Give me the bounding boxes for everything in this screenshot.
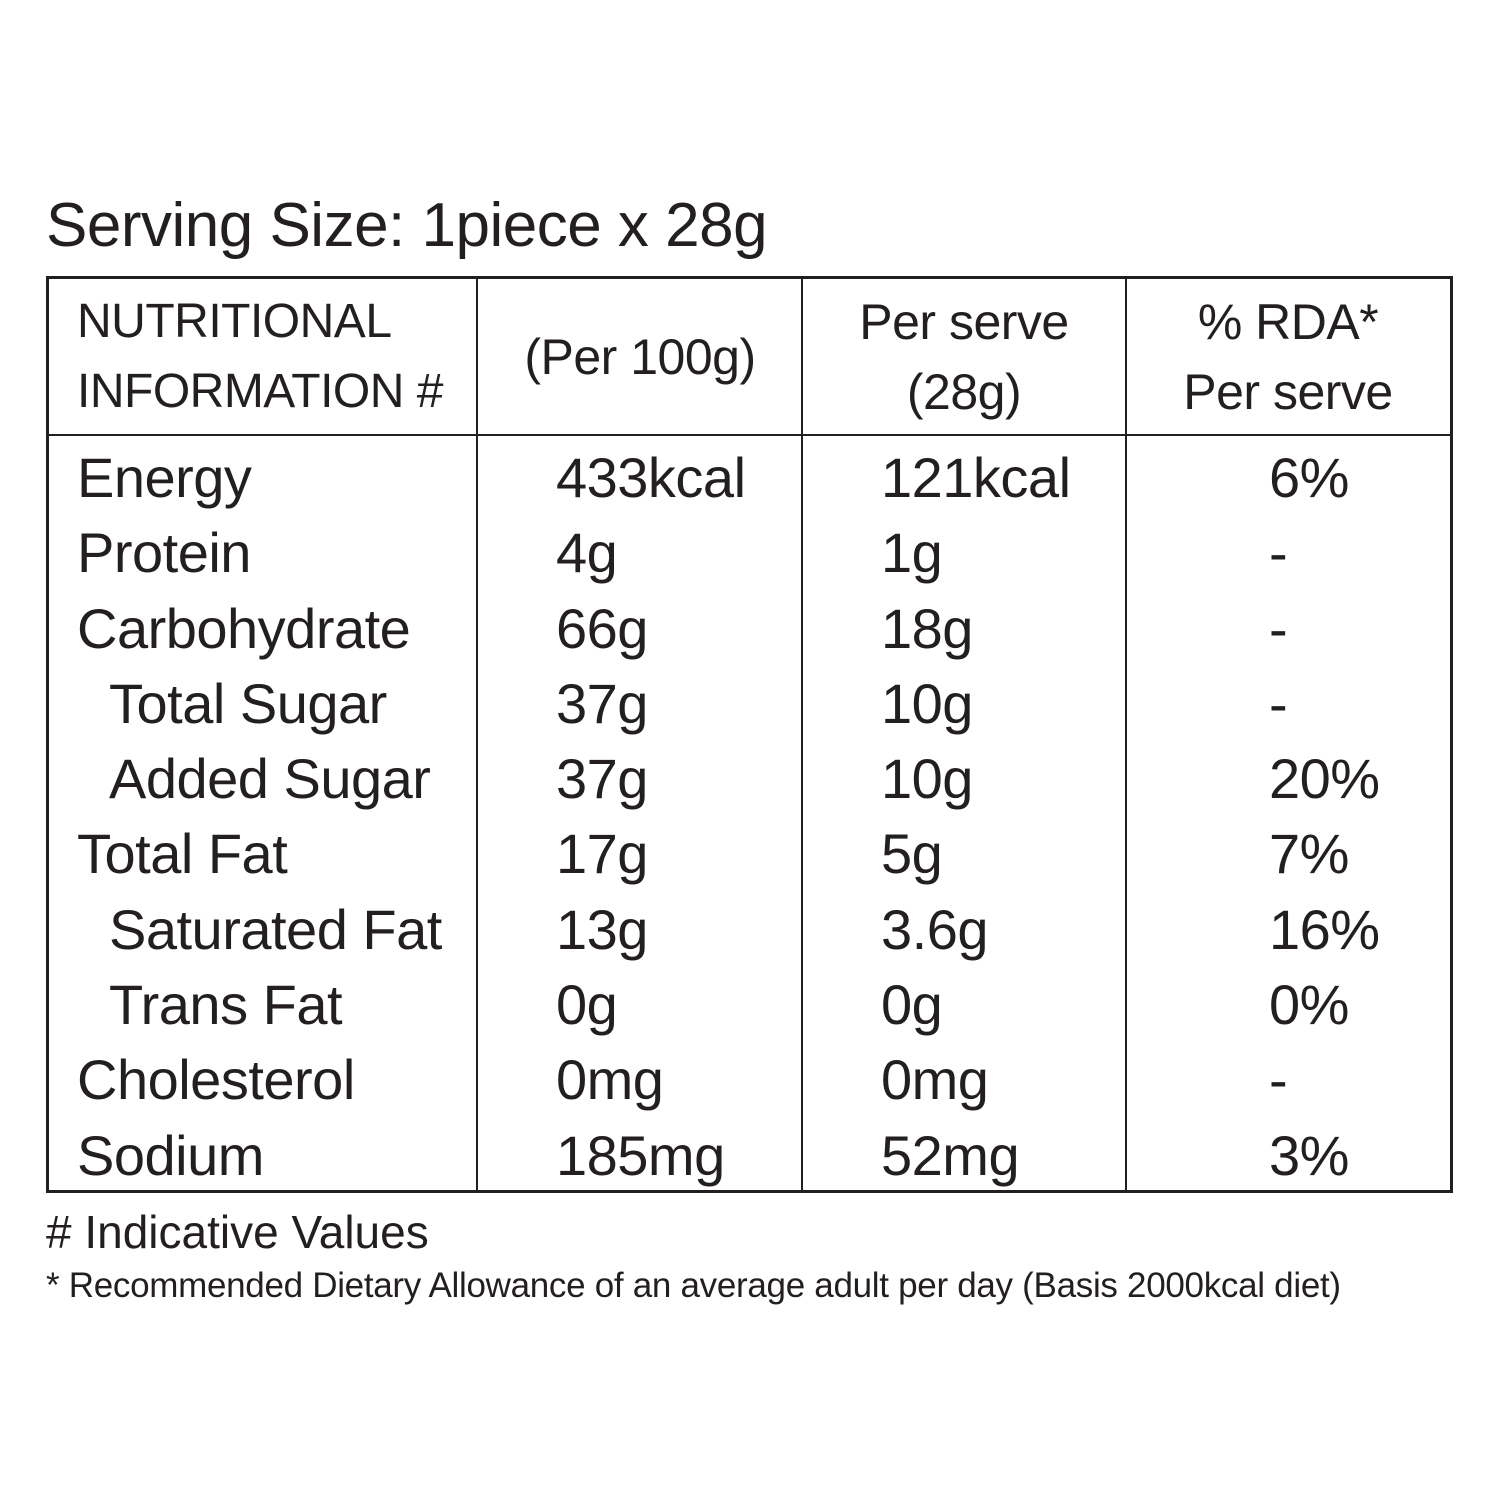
value-per-serve: 52mg <box>881 1123 1020 1187</box>
value-rda: 3% <box>1269 1123 1349 1187</box>
header-line: Per serve <box>1183 363 1393 420</box>
header-line: INFORMATION # <box>77 364 443 418</box>
table-row: Saturated Fat 13g 3.6g 16% <box>49 892 1450 967</box>
nutrient-name: Total Fat <box>77 822 288 886</box>
table-row: Cholesterol 0mg 0mg - <box>49 1042 1450 1117</box>
table-row: Total Sugar 37g 10g - <box>49 666 1450 741</box>
nutrient-name: Sodium <box>77 1123 264 1187</box>
value-rda: 0% <box>1269 973 1349 1037</box>
header-divider <box>49 434 1450 436</box>
header-line: (28g) <box>906 363 1022 420</box>
nutrient-name: Protein <box>77 521 251 585</box>
nutrient-name: Trans Fat <box>109 973 343 1037</box>
table-row: Energy 433kcal 121kcal 6% <box>49 440 1450 515</box>
value-rda: - <box>1269 671 1288 735</box>
header-line: Per serve <box>859 293 1069 350</box>
value-per-100g: 37g <box>556 747 648 811</box>
table-row: Added Sugar 37g 10g 20% <box>49 741 1450 816</box>
value-per-serve: 0mg <box>881 1048 989 1112</box>
table-row: Carbohydrate 66g 18g - <box>49 591 1450 666</box>
header-nutrient: NUTRITIONAL INFORMATION # <box>77 279 477 434</box>
value-per-serve: 1g <box>881 521 943 585</box>
header-per-100g: (Per 100g) <box>479 279 801 434</box>
footnote-indicative: # Indicative Values <box>46 1206 429 1258</box>
table-row: Total Fat 17g 5g 7% <box>49 816 1450 891</box>
serving-size: Serving Size: 1piece x 28g <box>46 191 768 260</box>
nutrient-name: Saturated Fat <box>109 897 442 961</box>
nutrient-name: Added Sugar <box>109 747 431 811</box>
value-rda: 7% <box>1269 822 1349 886</box>
value-per-serve: 10g <box>881 747 973 811</box>
footnote-rda: * Recommended Dietary Allowance of an av… <box>46 1266 1341 1305</box>
table-body: Energy 433kcal 121kcal 6% Protein 4g 1g - Carboh… <box>49 440 1450 1193</box>
value-per-serve: 5g <box>881 822 943 886</box>
value-per-serve: 10g <box>881 671 973 735</box>
column-divider <box>1125 279 1127 1190</box>
value-per-100g: 13g <box>556 897 648 961</box>
nutrient-name: Carbohydrate <box>77 596 411 660</box>
value-per-100g: 433kcal <box>556 446 746 509</box>
value-rda: 6% <box>1269 446 1349 509</box>
value-per-serve: 0g <box>881 973 943 1037</box>
value-per-100g: 17g <box>556 822 648 886</box>
table-row: Sodium 185mg 52mg 3% <box>49 1118 1450 1193</box>
header-line: % RDA* <box>1197 293 1379 350</box>
header-per-serve: Per serve (28g) <box>803 279 1125 434</box>
value-per-100g: 37g <box>556 671 648 735</box>
value-per-serve: 3.6g <box>881 897 989 961</box>
nutrient-name: Energy <box>77 446 252 509</box>
value-per-100g: 0g <box>556 973 618 1037</box>
table-row: Protein 4g 1g - <box>49 515 1450 590</box>
nutrient-name: Total Sugar <box>109 671 387 735</box>
value-rda: 20% <box>1269 747 1380 811</box>
header-line: NUTRITIONAL <box>77 294 392 348</box>
value-per-100g: 66g <box>556 596 648 660</box>
value-per-100g: 4g <box>556 521 618 585</box>
nutrient-name: Cholesterol <box>77 1048 355 1112</box>
nutrition-table: NUTRITIONAL INFORMATION # (Per 100g) Per… <box>46 276 1453 1193</box>
header-line: (Per 100g) <box>524 328 756 385</box>
value-rda: 16% <box>1269 897 1380 961</box>
column-divider <box>801 279 803 1190</box>
header-rda: % RDA* Per serve <box>1127 279 1449 434</box>
column-divider <box>476 279 478 1190</box>
value-rda: - <box>1269 521 1288 585</box>
value-per-serve: 18g <box>881 596 973 660</box>
value-per-100g: 185mg <box>556 1123 725 1187</box>
table-row: Trans Fat 0g 0g 0% <box>49 967 1450 1042</box>
value-per-100g: 0mg <box>556 1048 664 1112</box>
value-rda: - <box>1269 1048 1288 1112</box>
value-rda: - <box>1269 596 1288 660</box>
value-per-serve: 121kcal <box>881 446 1071 509</box>
